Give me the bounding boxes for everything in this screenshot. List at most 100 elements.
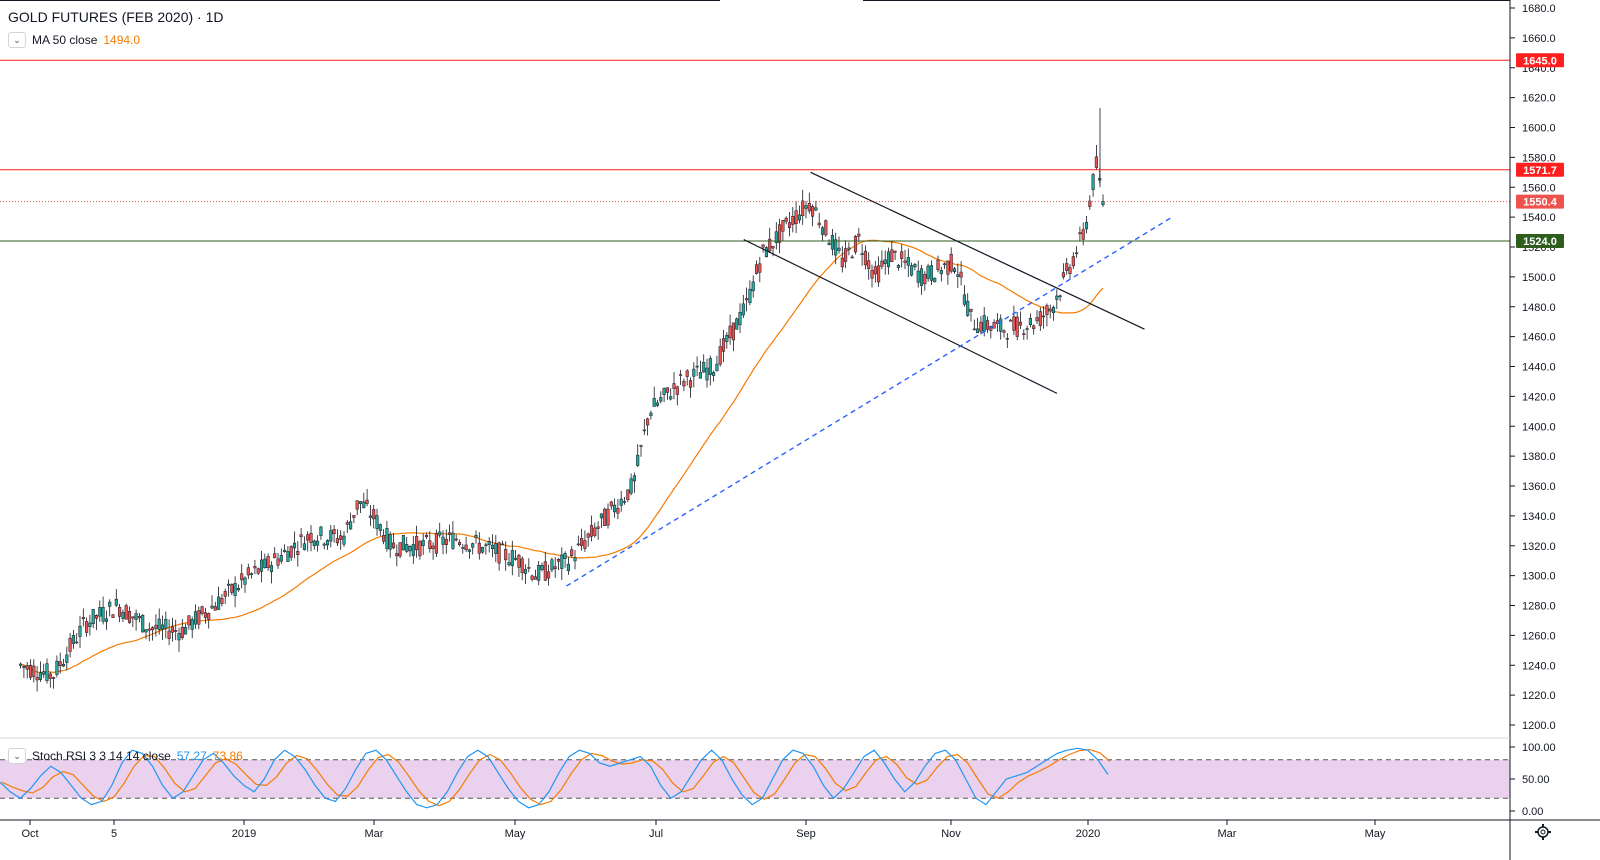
candle-body <box>916 270 920 283</box>
candle-body <box>754 264 759 274</box>
candle-body <box>636 454 640 466</box>
rsi-legend[interactable]: ⌄ Stoch RSI 3 3 14 14 close 57.27 73.86 <box>8 748 243 764</box>
candle-body <box>98 607 102 617</box>
candle-body <box>395 553 399 557</box>
candle-body <box>510 550 514 566</box>
candle-body <box>230 584 234 593</box>
candle-body <box>966 300 970 316</box>
candle-body <box>992 322 996 329</box>
candle-body <box>662 388 666 395</box>
candle-body <box>969 308 973 312</box>
candle-body <box>217 596 221 610</box>
candle-body <box>151 627 155 631</box>
price-line-label: 1645.0 <box>1523 55 1557 67</box>
candle-body <box>114 598 118 606</box>
price-line-label-bg <box>1516 162 1564 177</box>
candle-body <box>332 529 336 535</box>
candle-body <box>497 542 501 564</box>
candle-body <box>1028 318 1032 326</box>
ma-legend[interactable]: ⌄ MA 50 close 1494.0 <box>8 32 140 48</box>
symbol-title[interactable]: GOLD FUTURES (FEB 2020) · 1D <box>8 9 224 25</box>
candle-body <box>1101 201 1105 205</box>
candle-body <box>893 250 897 253</box>
candle-body <box>118 606 122 617</box>
candle-body <box>418 541 422 557</box>
candle-body <box>533 576 537 580</box>
candle-body <box>207 613 211 620</box>
candle-body <box>193 611 198 625</box>
candle-body <box>266 556 270 568</box>
drawing-lines[interactable] <box>0 59 1510 587</box>
candle-body <box>507 562 511 566</box>
time-axis[interactable]: Oct 5 2019 Mar May Jul Sep Nov 2020 Mar May <box>21 820 1386 840</box>
candle-body <box>444 538 448 546</box>
candle-body <box>787 222 792 229</box>
candle-body <box>184 627 188 635</box>
candle-body <box>329 530 333 542</box>
candle-body <box>576 543 580 546</box>
candle-body <box>665 387 669 393</box>
candle-body <box>289 546 293 558</box>
price-tick-label: 1460.0 <box>1522 332 1556 344</box>
candle-body <box>61 663 66 667</box>
candle-body <box>319 526 323 536</box>
candle-body <box>1078 232 1082 235</box>
candle-body <box>745 298 749 301</box>
candle-body <box>296 551 300 555</box>
candle-body <box>910 265 914 276</box>
price-tick-label: 1680.0 <box>1522 3 1556 15</box>
candle-body <box>649 412 653 416</box>
candle-body <box>88 622 92 627</box>
candle-body <box>256 568 260 574</box>
candle-body <box>81 617 85 620</box>
candle-body <box>949 253 953 272</box>
candle-body <box>1094 156 1098 168</box>
candle-body <box>78 625 82 637</box>
channel-upper <box>810 171 1145 330</box>
candle-body <box>233 583 237 596</box>
candle-body <box>461 547 465 549</box>
candle-body <box>25 665 29 670</box>
chevron-down-icon[interactable]: ⌄ <box>8 748 26 764</box>
candle-body <box>718 346 722 365</box>
candle-body <box>702 361 706 373</box>
candle-body <box>22 665 26 668</box>
price-tick-label: 1400.0 <box>1522 421 1556 433</box>
chevron-down-icon[interactable]: ⌄ <box>8 32 26 48</box>
candle-body <box>147 628 151 631</box>
candle-body <box>441 536 445 545</box>
rsi-lines <box>0 747 1111 809</box>
candle-body <box>688 380 693 388</box>
candle-body <box>174 630 178 632</box>
candle-body <box>154 624 158 629</box>
candle-body <box>349 521 353 530</box>
candle-body <box>160 624 165 630</box>
candle-body <box>104 618 108 622</box>
candle-body <box>167 630 171 639</box>
price-tick-label: 1280.0 <box>1522 601 1556 613</box>
candle-body <box>302 543 306 551</box>
candle-body <box>712 372 716 376</box>
rsi-k-line <box>0 747 1109 809</box>
candle-body <box>398 542 402 557</box>
candle-body <box>774 231 778 244</box>
candle-body <box>626 489 630 500</box>
price-tick-label: 1620.0 <box>1522 93 1556 105</box>
candle-body <box>362 501 366 508</box>
candle-body <box>883 259 887 264</box>
candle-body <box>962 294 966 305</box>
gear-icon[interactable] <box>1535 824 1551 840</box>
candle-body <box>210 605 214 609</box>
candle-body <box>1002 330 1006 333</box>
price-axis[interactable]: 1200.0 1220.0 1240.0 1260.0 1280.0 1300.0 1320… <box>1510 3 1564 818</box>
candle-body <box>840 257 844 268</box>
candle-body <box>1071 256 1075 267</box>
candle-body <box>391 542 396 549</box>
candle-body <box>345 522 349 525</box>
price-line-label: 1550.4 <box>1523 197 1558 209</box>
candle-body <box>613 504 617 513</box>
price-tick-label: 1420.0 <box>1522 391 1556 403</box>
candle-body <box>797 214 801 221</box>
candle-body <box>309 533 313 544</box>
